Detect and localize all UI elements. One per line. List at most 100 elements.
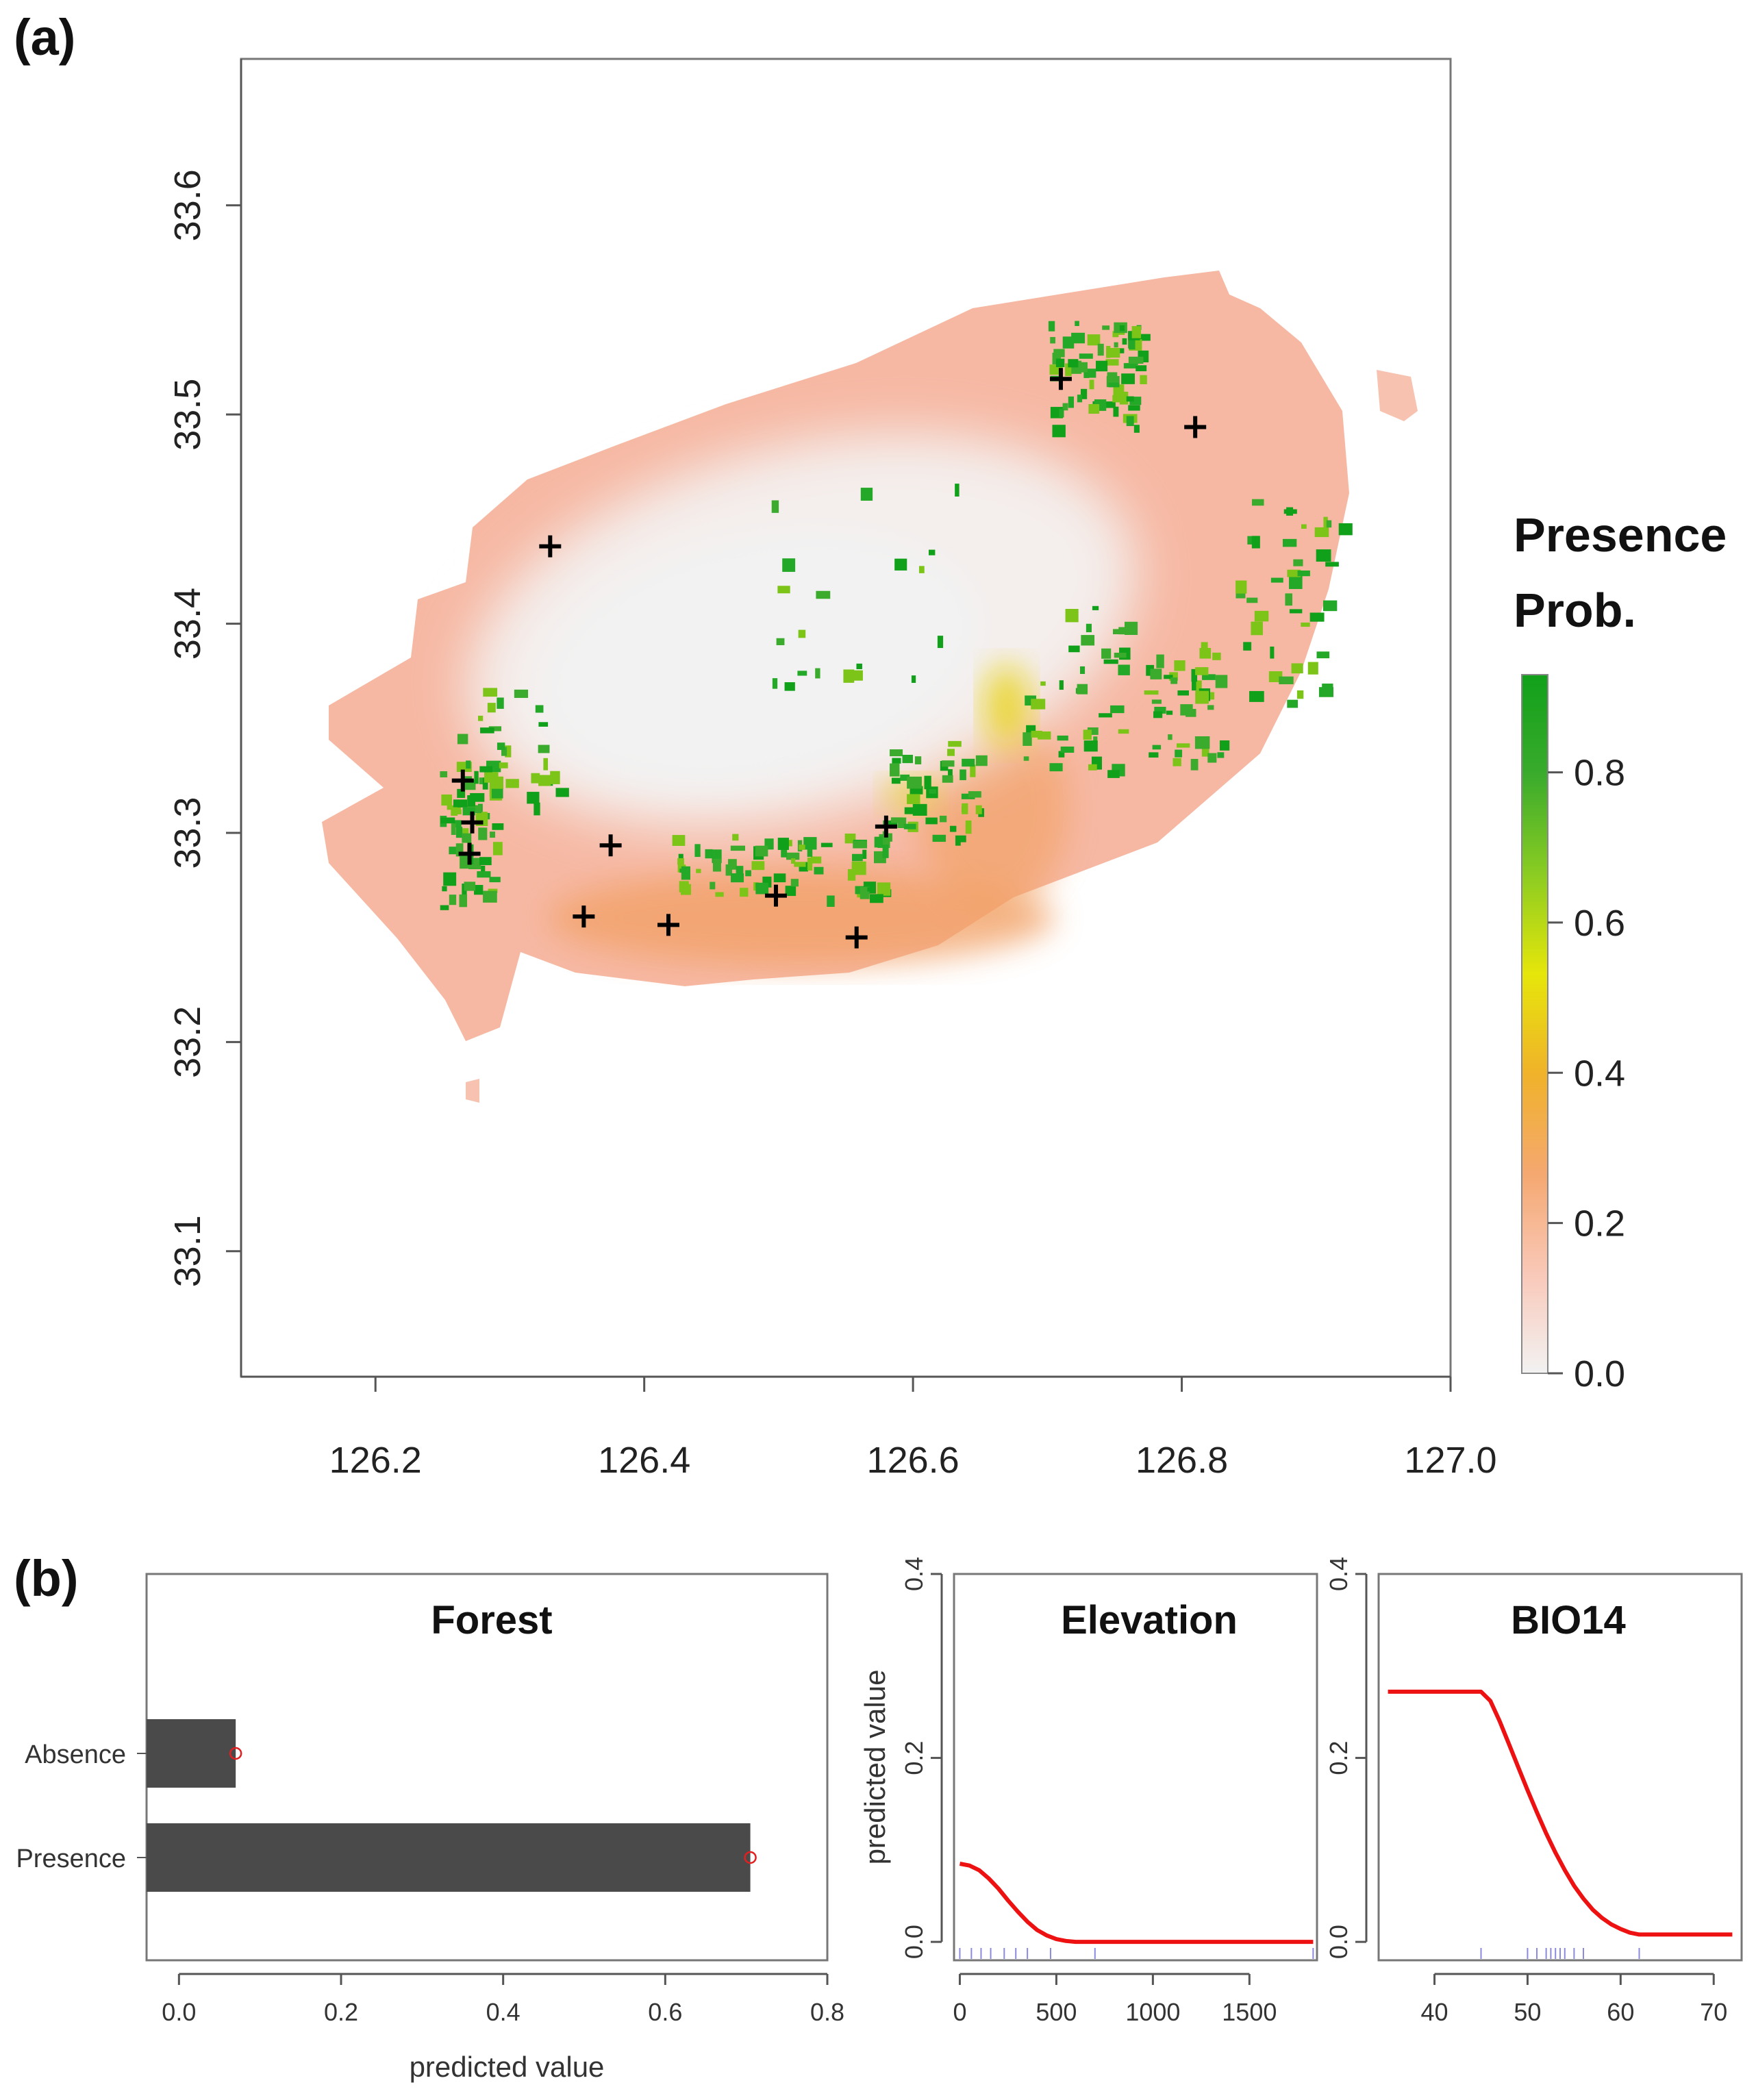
legend-ticks: 0.0 0.2 0.4 0.6 0.8 xyxy=(1548,753,1625,1395)
green-speckle xyxy=(1062,336,1075,349)
green-speckle xyxy=(955,484,959,497)
green-speckle xyxy=(907,794,920,804)
green-speckle xyxy=(482,777,488,790)
green-speckle xyxy=(937,636,944,649)
bio14-plot: 0.0 0.2 0.4 40 50 60 70 xyxy=(1325,1557,1733,2026)
green-speckle xyxy=(725,864,732,876)
green-speckle xyxy=(785,886,797,897)
green-speckle xyxy=(440,817,455,824)
green-speckle xyxy=(1301,524,1307,529)
green-speckle xyxy=(1114,342,1118,348)
map-y-ticks: 33.1 33.2 33.3 33.4 33.5 33.6 xyxy=(167,169,241,1287)
presence-marker xyxy=(845,926,868,949)
green-speckle xyxy=(1236,593,1246,599)
green-speckle xyxy=(1052,425,1066,438)
green-speckle xyxy=(968,791,981,798)
green-speckle xyxy=(1149,752,1159,758)
green-speckle xyxy=(1246,597,1258,603)
green-speckle xyxy=(907,776,922,789)
green-speckle xyxy=(451,823,456,835)
green-speckle xyxy=(1133,425,1140,433)
green-speckle xyxy=(1217,752,1225,758)
green-speckle xyxy=(479,857,492,866)
green-speckle xyxy=(462,807,475,816)
elevation-y-tick-label: 0.0 xyxy=(900,1925,928,1959)
green-speckle xyxy=(1102,325,1110,330)
green-speckle xyxy=(1097,343,1104,356)
green-speckle xyxy=(678,853,683,863)
green-speckle xyxy=(970,764,976,777)
green-speckle xyxy=(892,758,901,764)
green-speckle xyxy=(1170,677,1178,684)
green-speckle xyxy=(890,749,903,757)
map-y-tick-label: 33.1 xyxy=(167,1215,208,1287)
presence-marker xyxy=(657,914,679,936)
bio14-y-tick-label: 0.4 xyxy=(1325,1557,1353,1591)
green-speckle xyxy=(440,771,448,777)
elevation-title: Elevation xyxy=(1061,1598,1238,1642)
green-speckle xyxy=(852,853,863,862)
green-speckle xyxy=(481,865,486,873)
green-speckle xyxy=(489,877,501,883)
elevation-x-tick-label: 1500 xyxy=(1222,1998,1277,2026)
green-speckle xyxy=(911,675,916,683)
green-speckle xyxy=(1099,713,1112,718)
green-speckle xyxy=(776,638,785,645)
green-speckle xyxy=(1089,379,1094,390)
forest-title: Forest xyxy=(431,1598,552,1642)
green-speckle xyxy=(672,835,686,846)
green-speckle xyxy=(815,668,820,679)
green-speckle xyxy=(950,825,957,832)
green-speckle xyxy=(1031,699,1046,710)
green-speckle xyxy=(1131,326,1142,338)
map-x-tick-label: 126.4 xyxy=(598,1440,690,1481)
elevation-y-tick-label: 0.2 xyxy=(900,1741,928,1775)
green-speckle xyxy=(1136,365,1147,372)
forest-bar-chart: Forest Absence Presence 0.0 0.2 0.4 0.6 0.8 p… xyxy=(16,1573,844,2083)
green-speckle xyxy=(925,817,938,825)
green-speckle xyxy=(535,705,544,713)
green-speckle xyxy=(705,849,713,859)
green-speckle xyxy=(912,803,927,816)
green-speckle xyxy=(1174,660,1186,671)
bio14-title: BIO14 xyxy=(1511,1598,1626,1642)
green-speckle xyxy=(791,858,796,864)
green-speckle xyxy=(492,823,504,830)
green-speckle xyxy=(890,763,900,777)
green-speckle xyxy=(902,755,913,764)
color-legend: Presence Prob. 0.0 0.2 0.4 0.6 0.8 xyxy=(1514,508,1727,1395)
green-speckle xyxy=(799,845,805,850)
green-speckle xyxy=(1309,612,1325,622)
green-speckle xyxy=(1113,406,1119,417)
green-speckle xyxy=(1166,710,1173,715)
green-speckle xyxy=(715,892,724,897)
green-speckle xyxy=(474,885,484,895)
green-speckle xyxy=(531,773,540,784)
green-speckle xyxy=(777,838,789,850)
elevation-x-tick-label: 1000 xyxy=(1125,1998,1180,2026)
green-speckle xyxy=(477,715,484,721)
green-speckle xyxy=(534,802,540,816)
green-speckle xyxy=(1105,359,1119,366)
green-speckle xyxy=(1050,337,1056,344)
green-speckle xyxy=(870,894,883,903)
green-speckle xyxy=(932,834,946,842)
green-speckle xyxy=(890,817,903,823)
legend-title-line1: Presence xyxy=(1514,508,1727,562)
green-speckle xyxy=(771,500,779,513)
green-speckle xyxy=(772,678,778,689)
map-y-tick-label: 33.4 xyxy=(167,588,208,660)
elevation-x-tick-label: 0 xyxy=(953,1998,966,2026)
green-speckle xyxy=(797,671,807,676)
green-speckle xyxy=(527,792,540,804)
green-speckle xyxy=(1180,704,1193,716)
map-y-tick-label: 33.2 xyxy=(167,1006,208,1078)
green-speckle xyxy=(886,833,892,842)
green-speckle xyxy=(1152,745,1162,750)
green-speckle xyxy=(914,756,922,764)
green-speckle xyxy=(1154,706,1166,714)
presence-marker xyxy=(764,884,787,907)
green-speckle xyxy=(505,745,512,758)
bio14-y-tick-label: 0.2 xyxy=(1325,1741,1353,1775)
green-speckle xyxy=(1156,654,1164,668)
